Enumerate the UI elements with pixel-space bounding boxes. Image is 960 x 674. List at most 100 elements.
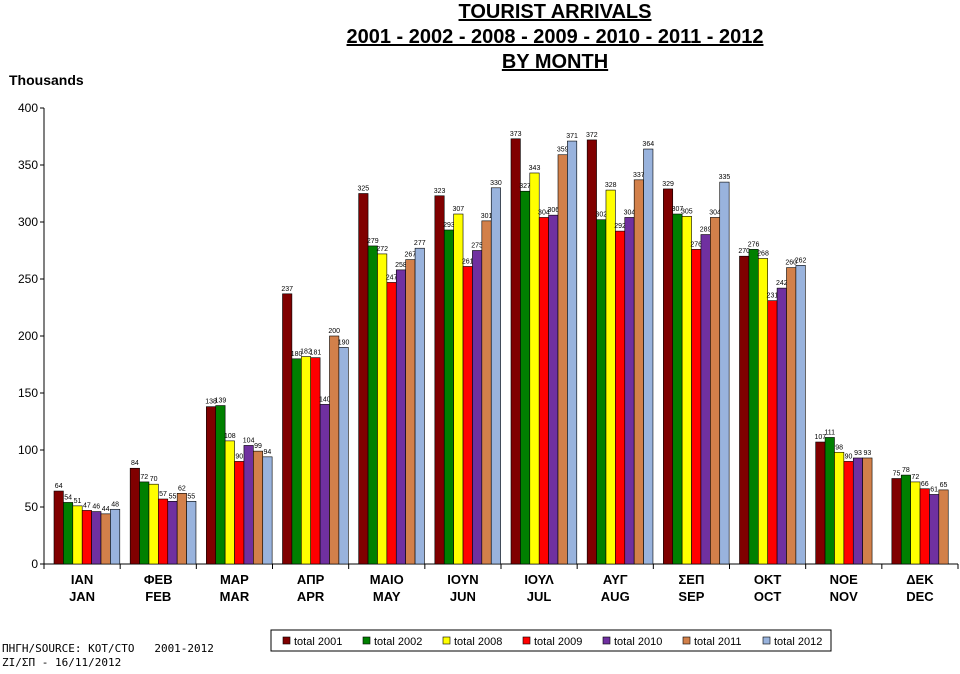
bar	[377, 253, 388, 565]
legend-label: total 2010	[614, 636, 662, 648]
bar	[300, 356, 311, 565]
bar	[453, 213, 464, 565]
bar-value-label: 304	[624, 209, 636, 216]
x-tick-label-english: FEB	[145, 589, 171, 604]
bar	[748, 249, 759, 565]
bar	[215, 405, 226, 565]
bar	[691, 249, 702, 565]
x-tick-label-greek: ΟΚΤ	[754, 572, 782, 587]
bar	[672, 213, 683, 565]
bar	[605, 189, 616, 565]
bar	[367, 245, 378, 565]
x-tick-label-english: DEC	[906, 589, 934, 604]
bar-value-label: 61	[930, 486, 938, 493]
x-tick-label-english: APR	[297, 589, 325, 604]
bar-value-label: 329	[662, 181, 674, 188]
bar-value-label: 107	[815, 434, 827, 441]
bar	[176, 493, 187, 565]
bar-value-label: 54	[64, 494, 72, 501]
bar-value-label: 84	[131, 460, 139, 467]
bar-value-label: 99	[254, 443, 262, 450]
title-line-3: BY MONTH	[502, 51, 608, 73]
bar-value-label: 139	[215, 398, 227, 405]
bar	[358, 193, 369, 565]
y-tick-label: 150	[18, 386, 38, 400]
bar-value-label: 277	[414, 240, 426, 247]
bar	[776, 287, 787, 565]
bar-value-label: 47	[83, 502, 91, 509]
x-tick-label-greek: ΜΑΙΟ	[370, 572, 404, 587]
x-tick-label-greek: ΙΟΥΝ	[447, 572, 478, 587]
bar	[643, 148, 654, 565]
bar-value-label: 66	[921, 481, 929, 488]
bar	[472, 250, 483, 565]
bar-value-label: 231	[767, 293, 779, 300]
bar-value-label: 261	[462, 258, 474, 265]
bar-value-label: 307	[452, 206, 464, 213]
bar	[110, 508, 121, 565]
x-tick-label-greek: ΦΕΒ	[144, 572, 173, 587]
bar	[834, 451, 845, 565]
plot-area: 0 50 100 150 200 250 300 350 400 ΙΑΝ JAN ΦΕΒ FEB ΜΑΡ M…	[18, 101, 959, 604]
legend: total 2001 total 2002 total 2008 total 2009…	[270, 629, 832, 652]
bar-value-label: 70	[150, 476, 158, 483]
legend-swatch	[602, 636, 611, 645]
bar	[414, 247, 425, 565]
bar	[520, 190, 531, 565]
bar-value-label: 302	[595, 212, 607, 219]
bar	[462, 266, 473, 565]
bar	[633, 179, 644, 565]
bar-value-label: 327	[519, 183, 531, 190]
bar-value-label: 328	[605, 182, 617, 189]
bar	[310, 357, 321, 565]
bar	[700, 234, 711, 565]
bar-value-label: 181	[310, 350, 322, 357]
x-tick-label-greek: ΔΕΚ	[906, 572, 934, 587]
bar	[405, 259, 416, 565]
bar	[624, 217, 635, 565]
bar	[100, 513, 111, 565]
legend-label: total 2009	[534, 636, 582, 648]
bar-value-label: 65	[940, 482, 948, 489]
y-tick-label: 250	[18, 272, 38, 286]
title-line-1: TOURIST ARRIVALS	[459, 1, 652, 23]
x-tick-label-greek: ΣΕΠ	[678, 572, 704, 587]
bar-value-label: 140	[319, 396, 331, 403]
bar	[234, 461, 245, 565]
bar	[329, 335, 340, 565]
bar-value-label: 272	[376, 246, 388, 253]
bar	[53, 490, 64, 565]
bar	[81, 510, 92, 565]
bar-value-label: 260	[785, 260, 797, 267]
bar-value-label: 93	[854, 450, 862, 457]
y-tick-label: 50	[25, 500, 39, 514]
bar-value-label: 247	[386, 274, 398, 281]
bar	[490, 187, 501, 565]
bar-value-label: 307	[672, 206, 684, 213]
bar-value-label: 75	[893, 471, 901, 478]
bar	[167, 500, 178, 565]
bar	[253, 450, 264, 565]
x-tick-label-english: NOV	[830, 589, 859, 604]
x-tick-label-english: JUN	[450, 589, 476, 604]
x-tick-label-greek: ΜΑΡ	[220, 572, 249, 587]
y-tick-label: 0	[31, 557, 38, 571]
bar	[739, 255, 750, 565]
bar	[148, 483, 159, 565]
bar	[262, 456, 273, 565]
bar	[795, 265, 806, 565]
bar-value-label: 359	[557, 147, 569, 154]
bar	[91, 511, 102, 565]
bar-value-label: 275	[471, 243, 483, 250]
bar	[243, 445, 254, 565]
bar-value-label: 372	[586, 132, 598, 139]
legend-swatch	[762, 636, 771, 645]
legend-swatch	[442, 636, 451, 645]
x-tick-label-greek: ΙΟΥΛ	[524, 572, 554, 587]
bar	[443, 229, 454, 565]
bar	[862, 457, 873, 565]
bar-value-label: 72	[140, 474, 148, 481]
y-axis-label: Thousands	[9, 72, 84, 88]
bar-value-label: 138	[205, 399, 217, 406]
bar	[139, 481, 150, 565]
